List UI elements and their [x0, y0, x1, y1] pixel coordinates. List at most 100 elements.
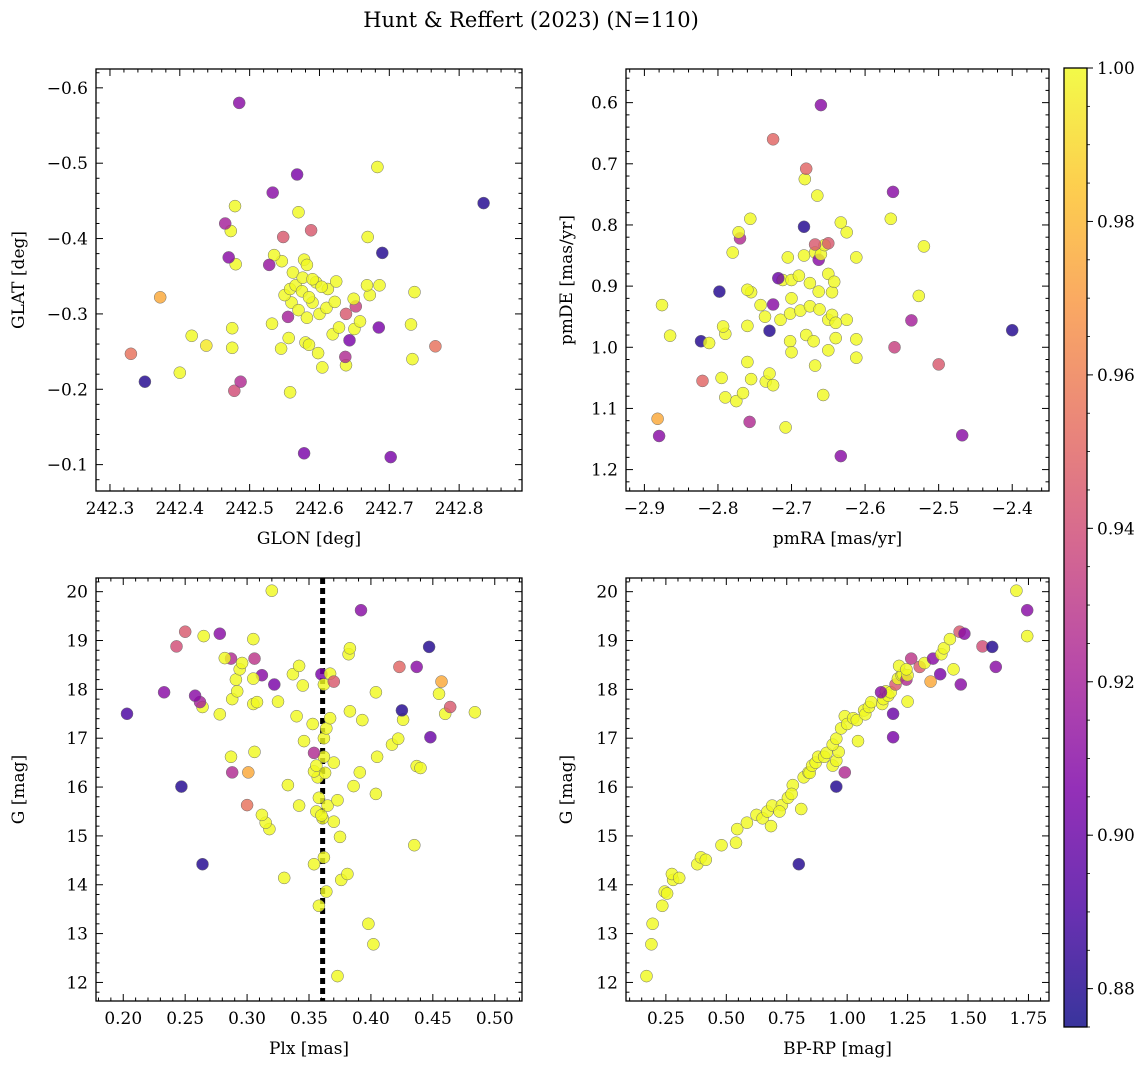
- scatter-point: [218, 217, 232, 230]
- y-tick-label: −0.6: [47, 79, 88, 99]
- scatter-point: [282, 331, 295, 345]
- scatter-point: [311, 346, 325, 360]
- scatter-point: [754, 298, 767, 312]
- scatter-point: [834, 216, 848, 229]
- x-tick-label: −2.8: [697, 499, 738, 519]
- scatter-point: [369, 787, 383, 801]
- scatter-point: [277, 871, 291, 885]
- scatter-point: [422, 640, 436, 654]
- y-tick-label: 20: [596, 583, 618, 603]
- scatter-point: [715, 838, 728, 852]
- scatter-point: [773, 805, 786, 818]
- scatter-point: [353, 766, 367, 779]
- scatter-point: [286, 266, 300, 279]
- scatter-point: [213, 627, 227, 640]
- y-tick-label: 18: [66, 680, 88, 700]
- scatter-point: [741, 319, 754, 333]
- x-tick-label: 0.50: [707, 1009, 745, 1029]
- scatter-point: [266, 186, 279, 199]
- scatter-point: [1020, 629, 1034, 643]
- x-tick-label: 0.50: [476, 1009, 514, 1029]
- x-axis-label: pmRA [mas/yr]: [773, 529, 902, 549]
- y-tick-label: 1.1: [591, 399, 618, 419]
- scatter-point: [766, 378, 780, 392]
- scatter-point: [741, 355, 754, 369]
- scatter-point: [672, 871, 686, 885]
- scatter-point: [328, 295, 342, 309]
- scatter-point: [713, 285, 726, 298]
- scatter-point: [799, 162, 813, 175]
- scatter-point: [292, 303, 305, 317]
- scatter-point: [120, 707, 134, 721]
- colorbar-tick-label: 0.96: [1097, 366, 1135, 386]
- scatter-point: [353, 315, 367, 328]
- scatter-point: [884, 212, 898, 226]
- scatter-point: [225, 766, 239, 779]
- scatter-point: [230, 685, 244, 698]
- scatter-point: [310, 759, 323, 772]
- scatter-point: [932, 358, 945, 371]
- x-tick-label: 242.7: [365, 499, 414, 519]
- scatter-point: [262, 258, 276, 272]
- scatter-point: [901, 695, 914, 708]
- y-tick-label: −0.4: [47, 230, 88, 250]
- y-axis-label: G [mag]: [557, 755, 577, 824]
- y-tick-label: −0.2: [47, 380, 88, 400]
- scatter-point: [797, 249, 811, 262]
- scatter-point: [316, 361, 329, 374]
- scatter-point: [937, 642, 951, 655]
- scatter-point: [234, 375, 247, 388]
- scatter-point: [640, 969, 653, 983]
- x-tick-label: 242.6: [295, 499, 344, 519]
- scatter-point: [360, 279, 374, 292]
- scatter-point: [292, 205, 305, 219]
- scatter-point: [851, 734, 865, 748]
- scatter-point: [933, 667, 947, 681]
- scatter-point: [808, 359, 822, 372]
- scatter-point: [361, 230, 374, 244]
- scatter-point: [699, 853, 713, 867]
- scatter-point: [792, 857, 806, 871]
- scatter-point: [743, 415, 756, 429]
- x-tick-label: −2.6: [844, 499, 885, 519]
- scatter-point: [232, 96, 246, 110]
- scatter-point: [369, 686, 383, 699]
- scatter-point: [362, 917, 375, 931]
- y-tick-label: 12: [596, 973, 618, 993]
- scatter-point: [779, 421, 792, 434]
- scatter-point: [235, 656, 249, 670]
- scatter-point: [958, 627, 971, 640]
- x-tick-label: 0.25: [647, 1009, 685, 1029]
- scatter-point: [292, 799, 306, 812]
- scatter-point: [774, 313, 787, 327]
- scatter-point: [850, 333, 863, 346]
- scatter-point: [1010, 584, 1023, 597]
- x-tick-label: 242.3: [86, 499, 135, 519]
- y-tick-label: −0.5: [47, 154, 88, 174]
- y-tick-label: −0.3: [47, 305, 88, 325]
- scatter-point: [297, 447, 311, 460]
- scatter-point: [268, 678, 281, 691]
- x-tick-label: −2.5: [918, 499, 959, 519]
- scatter-point: [304, 224, 318, 237]
- scatter-point: [432, 687, 446, 701]
- scatter-point: [300, 258, 314, 272]
- scatter-point: [157, 686, 171, 699]
- panel-sky: 242.3 242.4 242.5 242.6 242.7 242.8 −0.6 −0.5 −0…: [9, 68, 523, 549]
- scatter-point: [715, 371, 728, 385]
- x-tick-label: 0.20: [104, 1009, 142, 1029]
- x-tick-label: 242.8: [435, 499, 484, 519]
- scatter-point: [985, 640, 999, 654]
- scatter-point: [315, 280, 328, 294]
- x-tick-label: 1.50: [949, 1009, 987, 1029]
- scatter-point: [874, 686, 888, 699]
- scatter-point: [807, 334, 820, 348]
- scatter-point: [763, 367, 776, 380]
- scatter-point: [339, 307, 353, 321]
- scatter-point: [886, 707, 900, 721]
- scatter-point: [178, 625, 192, 638]
- scatter-point: [811, 189, 824, 202]
- scatter-point: [772, 271, 785, 285]
- scatter-point: [393, 660, 406, 674]
